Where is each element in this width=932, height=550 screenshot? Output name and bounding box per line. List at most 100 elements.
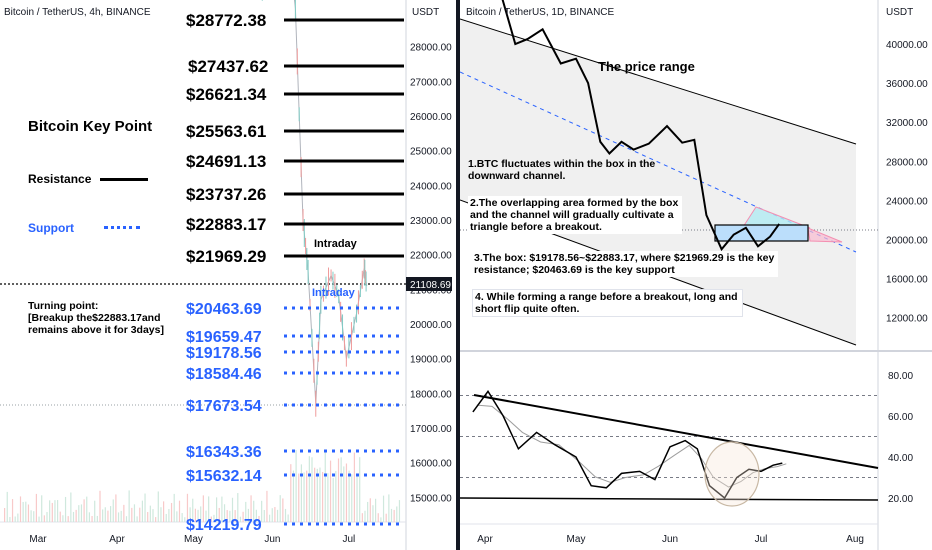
volume-bar [157, 491, 159, 522]
legend-support: Support [28, 221, 74, 235]
osc-levels [460, 395, 878, 478]
volume-bar [176, 511, 178, 522]
volume-bar [353, 452, 355, 522]
note-4-line-2: short flip quite often. [475, 303, 580, 315]
volume-bar [393, 509, 395, 522]
volume-bar [351, 474, 353, 522]
volume-bar [59, 511, 61, 522]
right-price-tick-24000-00: 24000.00 [886, 196, 928, 207]
volume-bar [194, 508, 196, 522]
volume-bar [266, 490, 268, 522]
left-time-tick-jun: Jun [264, 534, 280, 545]
right-price-tick-20000-00: 20000.00 [886, 236, 928, 247]
turning-point-detail-2: remains above it for 3days] [28, 324, 164, 336]
volume-bar [261, 500, 263, 522]
volume-bar [316, 468, 318, 522]
volume-bar [290, 464, 292, 522]
volume-bar [369, 498, 371, 522]
volume-bar [128, 490, 130, 522]
volume-bar [239, 516, 242, 522]
volume-bar [163, 501, 165, 522]
volume-bar [210, 516, 212, 522]
volume-bar [94, 500, 96, 522]
note-1-line-2: downward channel. [468, 170, 566, 182]
volume-bar [308, 456, 310, 522]
note-4: 4. While forming a range before a breako… [472, 289, 743, 317]
volume-bar [22, 501, 24, 522]
volume-bar [345, 463, 348, 522]
volume-bar [123, 504, 125, 522]
volume-bar [274, 507, 276, 522]
support-label-6: $15632.14 [186, 468, 262, 485]
volume-bar [242, 511, 244, 522]
volume-bar [99, 490, 101, 522]
right-price-tick-16000-00: 16000.00 [886, 275, 928, 286]
volume-bar [147, 512, 149, 522]
volume-bar [173, 493, 175, 522]
note-2-line-3: triangle before a breakout. [470, 221, 602, 233]
right-price-tick-40000-00: 40000.00 [886, 40, 928, 51]
osc-tick-60-00: 60.00 [888, 412, 913, 423]
volume-bar [86, 496, 88, 522]
volume-bar [112, 499, 114, 522]
volume-bar [247, 508, 249, 522]
volume-bar [390, 508, 393, 522]
volume-bar [229, 510, 231, 522]
volume-bar [125, 516, 128, 522]
volume-bar [57, 500, 59, 522]
note-4-line-1: 4. While forming a range before a breako… [475, 291, 738, 303]
volume-bar [160, 507, 162, 522]
volume-bar [9, 517, 11, 522]
volume-bar [96, 515, 98, 522]
volume-bar [165, 513, 167, 522]
note-3-line-1: 3.The box: $19178.56~$22883.17, where $2… [474, 252, 775, 264]
right-price-tick-12000-00: 12000.00 [886, 314, 928, 325]
volume-bar [279, 495, 281, 522]
volume-bar [11, 499, 14, 522]
volume-bar [88, 512, 90, 522]
volume-bar [306, 470, 308, 522]
note-3: 3.The box: $19178.56~$22883.17, where $2… [472, 251, 779, 277]
volume-bar [102, 509, 104, 522]
left-price-tick-26000-00: 26000.00 [410, 112, 452, 123]
volume-bar [41, 495, 43, 522]
left-volume-bars [4, 450, 401, 522]
volume-bar [372, 505, 374, 522]
right-price-line [501, 0, 781, 252]
left-levels: $29598.33 $28772.38 $27437.62 $26621.34 $255… [186, 0, 404, 534]
volume-bar [120, 510, 122, 522]
osc-tick-40-00: 40.00 [888, 453, 913, 464]
volume-bar [115, 494, 117, 522]
resistance-label-2: $27437.62 [188, 57, 268, 76]
volume-bar [276, 509, 279, 522]
volume-bar [131, 507, 133, 522]
left-time-tick-jul: Jul [343, 534, 356, 545]
left-price-tick-25000-00: 25000.00 [410, 147, 452, 158]
volume-bar [348, 470, 350, 522]
volume-bar [300, 464, 302, 522]
legend-title: Bitcoin Key Point [28, 118, 153, 135]
volume-bar [192, 498, 194, 522]
volume-bar [311, 457, 313, 522]
volume-bar [30, 510, 32, 522]
volume-bar [359, 457, 361, 522]
volume-bar [75, 509, 77, 522]
volume-bar [213, 514, 215, 522]
panel-divider [456, 0, 460, 550]
left-price-tick-18000-00: 18000.00 [410, 389, 452, 400]
volume-bar [189, 507, 191, 522]
volume-bar [356, 473, 358, 522]
right-time-tick-apr: Apr [477, 534, 493, 545]
volume-bar [117, 512, 120, 522]
volume-bar [226, 510, 228, 522]
left-chart: Bitcoin / TetherUS, 4h, BINANCE USDT $29… [0, 0, 456, 550]
right-price-tick-28000-00: 28000.00 [886, 157, 928, 168]
volume-bar [27, 504, 30, 522]
left-price-tick-23000-00: 23000.00 [410, 216, 452, 227]
legend-resistance-swatch [100, 178, 148, 181]
triangle-lower [807, 227, 843, 243]
support-label-4: $17673.54 [186, 398, 262, 415]
volume-bar [168, 509, 170, 522]
left-time-tick-may: May [184, 534, 203, 545]
volume-bar [329, 460, 332, 522]
